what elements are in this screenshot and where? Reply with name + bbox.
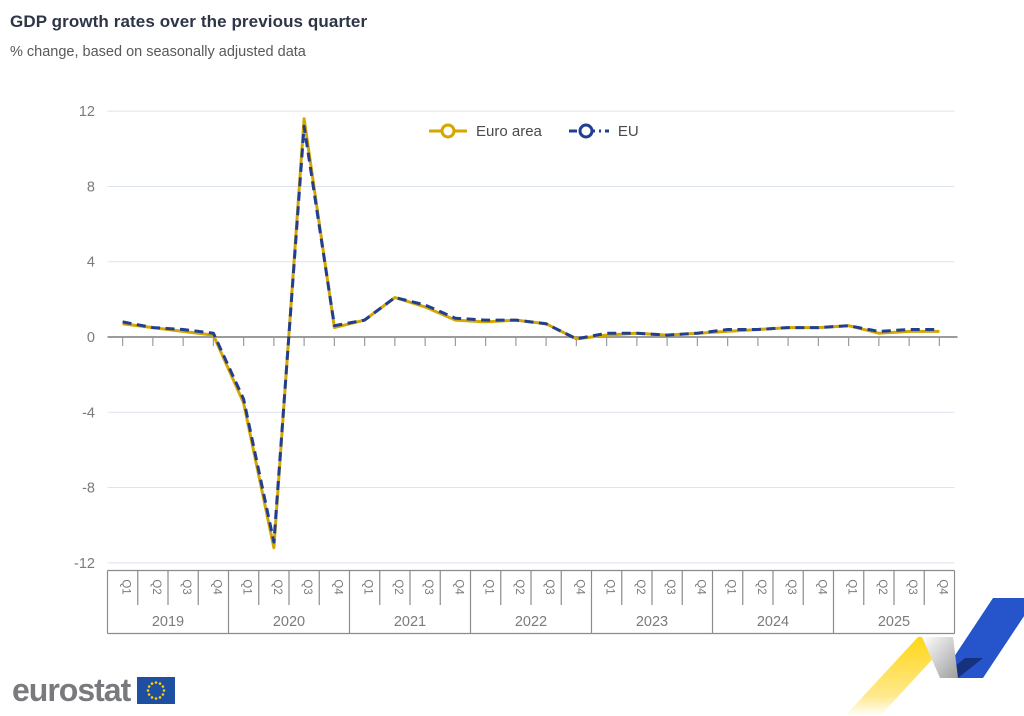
svg-text:2020: 2020 [273, 614, 305, 630]
eurostat-logo: eurostat [12, 672, 176, 709]
svg-text:Q1: Q1 [483, 579, 495, 594]
svg-text:Q3: Q3 [180, 579, 192, 594]
legend-label-euro-area: Euro area [476, 122, 542, 140]
svg-text:Q1: Q1 [120, 579, 132, 594]
svg-text:-12: -12 [74, 556, 95, 572]
legend-label-eu: EU [617, 122, 639, 140]
svg-text:Q2: Q2 [634, 579, 646, 594]
svg-text:8: 8 [87, 179, 95, 195]
svg-text:Q2: Q2 [876, 579, 888, 594]
chart-legend: Euro area EU [428, 122, 639, 140]
svg-text:Q4: Q4 [573, 579, 585, 595]
eu-flag-icon [137, 677, 176, 704]
eu-line-marker-icon [568, 123, 609, 139]
svg-text:Q4: Q4 [452, 579, 464, 595]
svg-text:-4: -4 [82, 405, 95, 421]
legend-item-euro-area: Euro area [428, 122, 542, 140]
svg-text:Q4: Q4 [331, 579, 343, 595]
svg-text:-8: -8 [82, 481, 95, 497]
svg-text:Q3: Q3 [785, 579, 797, 594]
svg-text:Q1: Q1 [604, 579, 616, 594]
svg-text:Q3: Q3 [664, 579, 676, 594]
svg-text:Q2: Q2 [513, 579, 525, 594]
page-subtitle: % change, based on seasonally adjusted d… [10, 44, 306, 60]
svg-text:Q2: Q2 [755, 579, 767, 594]
svg-text:Q1: Q1 [241, 579, 253, 594]
svg-text:Q3: Q3 [301, 579, 313, 594]
svg-text:4: 4 [87, 255, 95, 271]
eurostat-wordmark: eurostat [12, 672, 131, 708]
svg-text:2019: 2019 [152, 614, 184, 630]
svg-text:2024: 2024 [757, 614, 789, 630]
svg-text:Q4: Q4 [936, 579, 948, 595]
svg-text:Q3: Q3 [543, 579, 555, 594]
svg-text:Q4: Q4 [815, 579, 827, 595]
svg-text:Q4: Q4 [210, 579, 222, 595]
svg-text:Q3: Q3 [422, 579, 434, 594]
svg-text:2023: 2023 [636, 614, 668, 630]
legend-item-eu: EU [568, 122, 639, 140]
svg-text:Q2: Q2 [392, 579, 404, 594]
svg-text:Q1: Q1 [725, 579, 737, 594]
svg-text:Q2: Q2 [271, 579, 283, 594]
svg-text:Q2: Q2 [150, 579, 162, 594]
page-title: GDP growth rates over the previous quart… [10, 12, 368, 31]
euro-area-line-marker-icon [429, 123, 467, 139]
svg-text:Q1: Q1 [362, 579, 374, 594]
svg-text:12: 12 [79, 104, 95, 120]
svg-text:2022: 2022 [515, 614, 547, 630]
svg-text:2021: 2021 [394, 614, 426, 630]
svg-text:Q3: Q3 [906, 579, 918, 594]
svg-text:2025: 2025 [878, 614, 910, 630]
svg-text:Q1: Q1 [846, 579, 858, 594]
svg-text:Q4: Q4 [694, 579, 706, 595]
brand-ribbon-graphic-icon [845, 598, 1024, 716]
svg-text:0: 0 [87, 330, 95, 346]
